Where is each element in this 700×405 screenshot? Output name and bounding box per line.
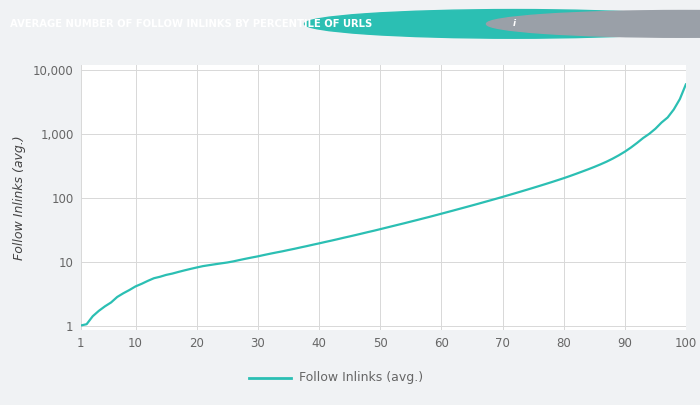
Circle shape bbox=[304, 10, 700, 38]
Text: AVERAGE NUMBER OF FOLLOW INLINKS BY PERCENTILE OF URLS: AVERAGE NUMBER OF FOLLOW INLINKS BY PERC… bbox=[10, 19, 372, 29]
Y-axis label: Follow Inlinks (avg.): Follow Inlinks (avg.) bbox=[13, 135, 26, 260]
Circle shape bbox=[486, 11, 700, 37]
Text: i: i bbox=[513, 19, 516, 28]
Text: Follow Inlinks (avg.): Follow Inlinks (avg.) bbox=[299, 371, 423, 384]
